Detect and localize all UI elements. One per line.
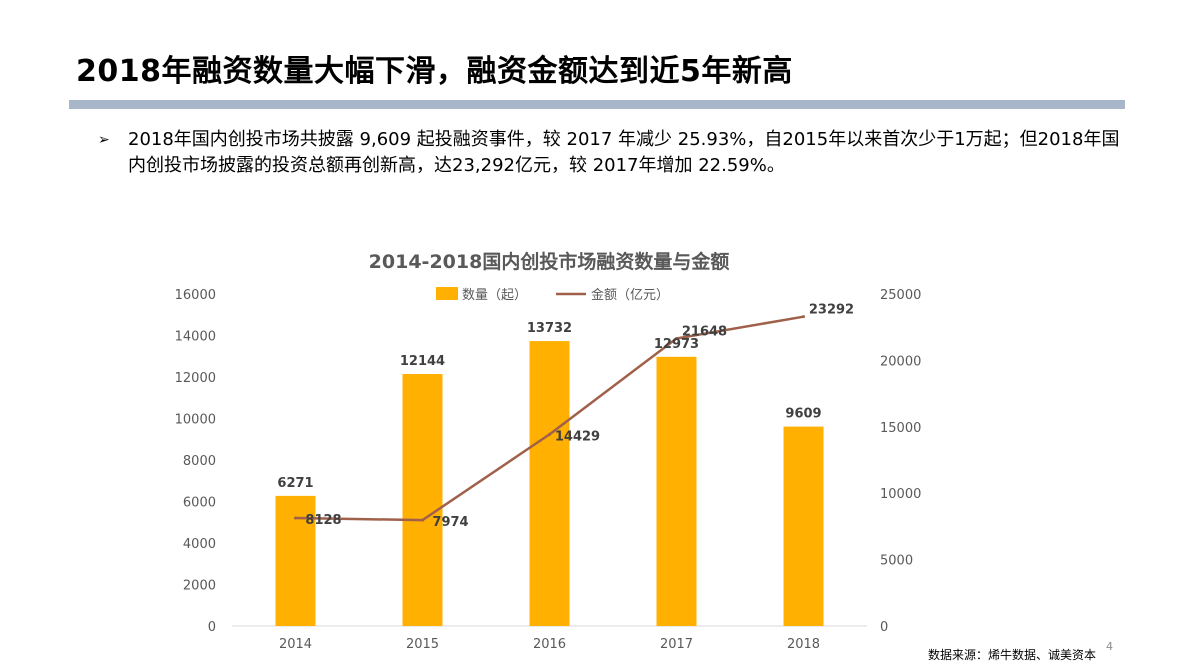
line-series: [294, 315, 805, 522]
bullet-point: ➢ 2018年国内创投市场共披露 9,609 起投融资事件，较 2017 年减少…: [98, 127, 1130, 179]
bar-data-label: 13732: [527, 321, 572, 336]
left-y-tick-label: 14000: [175, 330, 216, 345]
bar: [529, 341, 570, 626]
right-y-tick-label: 15000: [880, 421, 921, 436]
x-tick-label: 2015: [406, 637, 439, 652]
line-data-label: 14429: [555, 429, 600, 444]
x-tick-label: 2014: [279, 637, 312, 652]
right-y-tick-label: 25000: [880, 288, 921, 303]
right-y-tick-label: 5000: [880, 554, 913, 569]
legend-label-bar: 数量（起）: [462, 288, 527, 303]
title-underline: [69, 100, 1125, 109]
bullet-text: 2018年国内创投市场共披露 9,609 起投融资事件，较 2017 年减少 2…: [128, 129, 1120, 176]
bar-series: [275, 341, 824, 626]
page-number: 4: [1106, 640, 1113, 653]
line-point: [802, 315, 805, 319]
x-axis: 2014 2015 2016 2017 2018: [232, 625, 867, 652]
left-y-tick-label: 0: [208, 620, 216, 635]
left-y-tick-label: 10000: [175, 413, 216, 428]
left-y-tick-label: 12000: [175, 371, 216, 386]
chart-legend: 数量（起） 金额（亿元）: [436, 287, 669, 303]
left-y-axis: 0 2000 4000 6000 8000 10000 12000 14000 16000: [175, 288, 216, 635]
line-point: [421, 518, 424, 522]
left-y-tick-label: 6000: [183, 496, 216, 511]
bar: [783, 426, 824, 626]
bar: [656, 356, 697, 626]
line-data-label: 7974: [432, 515, 468, 530]
slide-title: 2018年融资数量大幅下滑，融资金额达到近5年新高: [76, 54, 793, 89]
legend-swatch-bar: [436, 287, 458, 300]
right-y-tick-label: 10000: [880, 487, 921, 502]
left-y-tick-label: 8000: [183, 454, 216, 469]
bullet-arrow-icon: ➢: [98, 132, 110, 148]
left-y-tick-label: 4000: [183, 537, 216, 552]
right-y-tick-label: 20000: [880, 354, 921, 369]
legend-label-line: 金额（亿元）: [591, 287, 669, 303]
line-point: [548, 432, 551, 436]
right-y-axis: 0 5000 10000 15000 20000 25000: [880, 288, 921, 635]
chart-title: 2014-2018国内创投市场融资数量与金额: [369, 250, 730, 273]
line-point: [675, 337, 678, 341]
line-data-label: 8128: [305, 513, 341, 528]
left-y-tick-label: 16000: [175, 288, 216, 303]
x-tick-label: 2017: [660, 637, 693, 652]
line-data-label: 21648: [682, 325, 727, 340]
bar: [402, 374, 443, 626]
data-labels: 6271 12144 13732 12973 9609 8128 7974 14429 2164…: [277, 303, 854, 530]
x-tick-label: 2016: [533, 637, 566, 652]
bar-data-label: 12144: [400, 354, 445, 369]
line-data-label: 23292: [809, 303, 854, 318]
line-point: [294, 516, 297, 520]
left-y-tick-label: 2000: [183, 579, 216, 594]
data-source: 数据来源：烯牛数据、诚美资本: [928, 648, 1097, 662]
bar-data-label: 9609: [785, 407, 821, 422]
bar-data-label: 12973: [654, 337, 699, 352]
x-tick-label: 2018: [787, 637, 820, 652]
bar-data-label: 6271: [277, 476, 313, 491]
right-y-tick-label: 0: [880, 620, 888, 635]
